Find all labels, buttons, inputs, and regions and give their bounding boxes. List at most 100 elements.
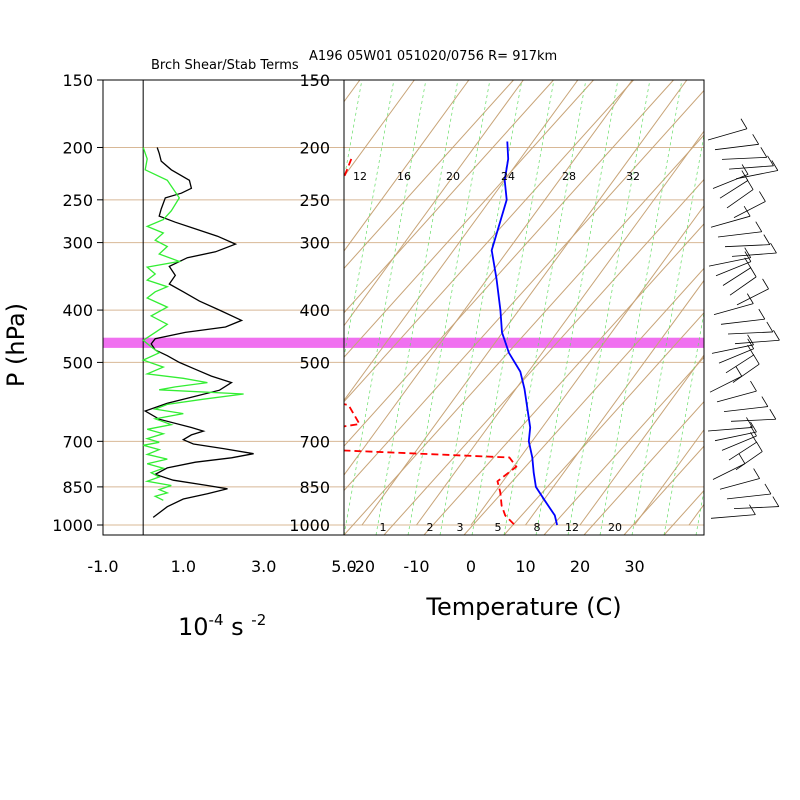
wind-barb-flag	[767, 155, 774, 167]
dry-adiabat-line	[344, 80, 514, 270]
wind-barb-flag	[752, 134, 760, 145]
right-panel-title: A196 05W01 051020/0756 R= 917km	[309, 49, 557, 64]
wind-barb-flag	[769, 409, 777, 420]
wind-barb-staff	[730, 418, 776, 422]
isotherm-line	[688, 503, 704, 526]
dry-adiabat-line	[744, 80, 800, 535]
wind-barb-staff	[736, 288, 769, 306]
wind-barb-flag	[763, 234, 771, 245]
wind-barb-staff	[710, 215, 751, 228]
wind-barb-staff	[718, 348, 754, 364]
left-y-tick-label: 200	[62, 138, 93, 157]
dry-adiabat-line	[344, 89, 704, 492]
right-y-tick-label: 1000	[289, 516, 330, 535]
wind-barb-staff	[727, 331, 773, 335]
mixing-ratio-line	[344, 80, 395, 360]
left-y-tick-label: 150	[62, 71, 93, 90]
wind-barb-staff	[733, 201, 766, 218]
mixing-ratio-line	[407, 80, 491, 535]
wind-barb-staff	[729, 276, 757, 296]
wind-barb-flag	[746, 179, 754, 190]
temperature-tick-label: 10	[515, 557, 535, 576]
wind-barb-flag	[764, 483, 772, 495]
dry-adiabat-line	[463, 267, 704, 535]
wind-barb-staff	[722, 267, 751, 286]
left-panel-series	[141, 147, 254, 518]
wind-barb-flag	[750, 425, 757, 437]
left-x-axis-label-exp1: -4	[209, 611, 224, 629]
right-y-tick-label: 500	[299, 353, 330, 372]
isotherm-line	[344, 80, 579, 402]
wind-barb-flag	[760, 147, 768, 158]
wind-barb-staff	[735, 170, 778, 180]
wind-barb-staff	[709, 375, 742, 393]
wind-barb-flag	[746, 293, 754, 304]
left-y-tick-label: 400	[62, 301, 93, 320]
dry-adiabat-line	[503, 312, 704, 535]
right-y-tick-label: 150	[299, 71, 330, 90]
isotherm-line	[0, 80, 251, 525]
right-y-tick-labels: 150 200 250 300 400 500 700 850 1000	[289, 71, 330, 535]
wind-barb-staff	[726, 493, 771, 500]
wind-barb-staff	[735, 451, 763, 471]
right-x-axis-label: Temperature (C)	[425, 593, 621, 621]
isotherm-line	[0, 80, 305, 525]
temperature-tick-label: 30	[624, 557, 644, 576]
stability-term-line	[141, 147, 244, 501]
wind-barb-flag	[747, 338, 755, 349]
left-x-axis-label: 10-4 s -2	[178, 611, 266, 641]
wind-barb-staff	[720, 318, 765, 325]
mixing-ratio-bottom-label: 5	[495, 521, 502, 534]
dry-adiabat-line	[344, 80, 594, 358]
wind-barb-staff	[707, 427, 753, 432]
mixing-ratio-line	[695, 488, 704, 535]
wind-barb-flag	[766, 321, 774, 333]
wind-barb-staff	[721, 156, 767, 160]
mixing-ratio-bottom-label: 3	[457, 521, 464, 534]
wind-barb-staff	[711, 344, 754, 354]
mixing-ratio-top-label: 16	[397, 170, 411, 183]
left-y-tick-label: 500	[62, 353, 93, 372]
left-x-axis-label-exp2: -2	[251, 611, 266, 629]
right-y-tick-label: 300	[299, 234, 330, 253]
left-x-tick-label: 1.0	[171, 557, 196, 576]
dry-adiabat-line	[784, 80, 800, 535]
dry-adiabat-line	[344, 80, 634, 403]
right-y-tick-label: 400	[299, 301, 330, 320]
wind-barb-flag	[735, 366, 743, 377]
dry-adiabat-line	[383, 178, 704, 535]
wind-barb-staff	[719, 478, 760, 490]
wind-barb-staff	[712, 463, 746, 480]
wind-barb-flag	[749, 266, 757, 278]
wind-barb-staff	[707, 128, 748, 141]
mixing-ratio-line	[375, 80, 459, 535]
wind-barb-staff	[728, 441, 757, 461]
wind-barb-flag	[747, 344, 754, 356]
wind-barb-staff	[717, 231, 762, 238]
mixing-ratio-line	[760, 80, 800, 535]
dry-adiabat-line	[344, 80, 674, 447]
wind-barb-staff	[731, 252, 777, 257]
wind-barb-flag	[744, 247, 752, 258]
isotherm-line	[0, 80, 196, 525]
mixing-ratio-bottom-label: 1	[380, 521, 387, 534]
dry-adiabat-line	[423, 223, 704, 535]
isotherm-line	[344, 80, 633, 476]
right-y-tick-label: 850	[299, 478, 330, 497]
wind-barb-flag	[750, 380, 757, 392]
dry-adiabat-line	[583, 400, 704, 535]
wind-barb-flag	[744, 257, 752, 268]
mixing-ratio-top-label: 24	[501, 170, 515, 183]
wind-barb-staff	[715, 261, 752, 277]
mixing-ratio-top-label: 12	[353, 170, 367, 183]
dry-adiabat-line	[543, 356, 704, 535]
left-x-tick-label: -1.0	[87, 557, 118, 576]
mixing-ratio-labels: 12 16 20 24 28 321 2 3 5 8 12 20	[353, 170, 640, 534]
left-y-tick-label: 700	[62, 432, 93, 451]
left-x-tick-label: 5.0	[331, 557, 356, 576]
mixing-ratio-bottom-label: 12	[565, 521, 579, 534]
wind-barb-staff	[714, 431, 757, 442]
wind-barb-flag	[750, 432, 757, 443]
wind-barb-staff	[725, 354, 754, 374]
wind-barb-flag	[773, 330, 780, 341]
